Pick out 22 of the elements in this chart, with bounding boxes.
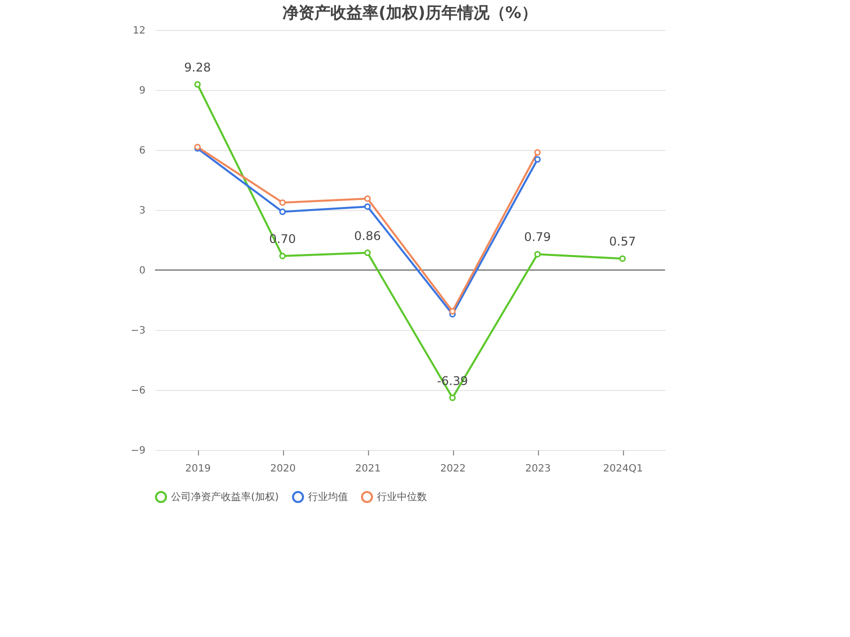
legend-label: 行业均值 [308,491,348,503]
y-tick-label: −9 [130,446,146,456]
y-tick-label: 3 [139,206,146,216]
y-tick-label: 0 [139,266,146,276]
x-tick-label: 2020 [270,464,296,474]
legend-label: 行业中位数 [377,491,427,503]
legend-label: 公司净资产收益率(加权) [171,491,279,503]
chart-title: 净资产收益率(加权)历年情况（%） [282,3,538,22]
y-tick-label: −3 [130,326,146,336]
x-tick-label: 2021 [355,464,381,474]
y-tick-label: 6 [139,146,146,156]
data-label: 0.57 [609,234,636,249]
data-label: 9.28 [184,60,211,74]
y-tick-label: 9 [139,86,146,96]
x-tick-label: 2024Q1 [603,464,643,474]
data-label: 0.86 [354,228,381,243]
x-tick-label: 2022 [440,464,466,474]
x-tick-label: 2023 [525,464,551,474]
x-tick-label: 2019 [185,464,211,474]
data-label: 0.79 [524,230,551,244]
y-tick-label: −6 [130,386,146,396]
y-tick-label: 12 [132,26,146,36]
